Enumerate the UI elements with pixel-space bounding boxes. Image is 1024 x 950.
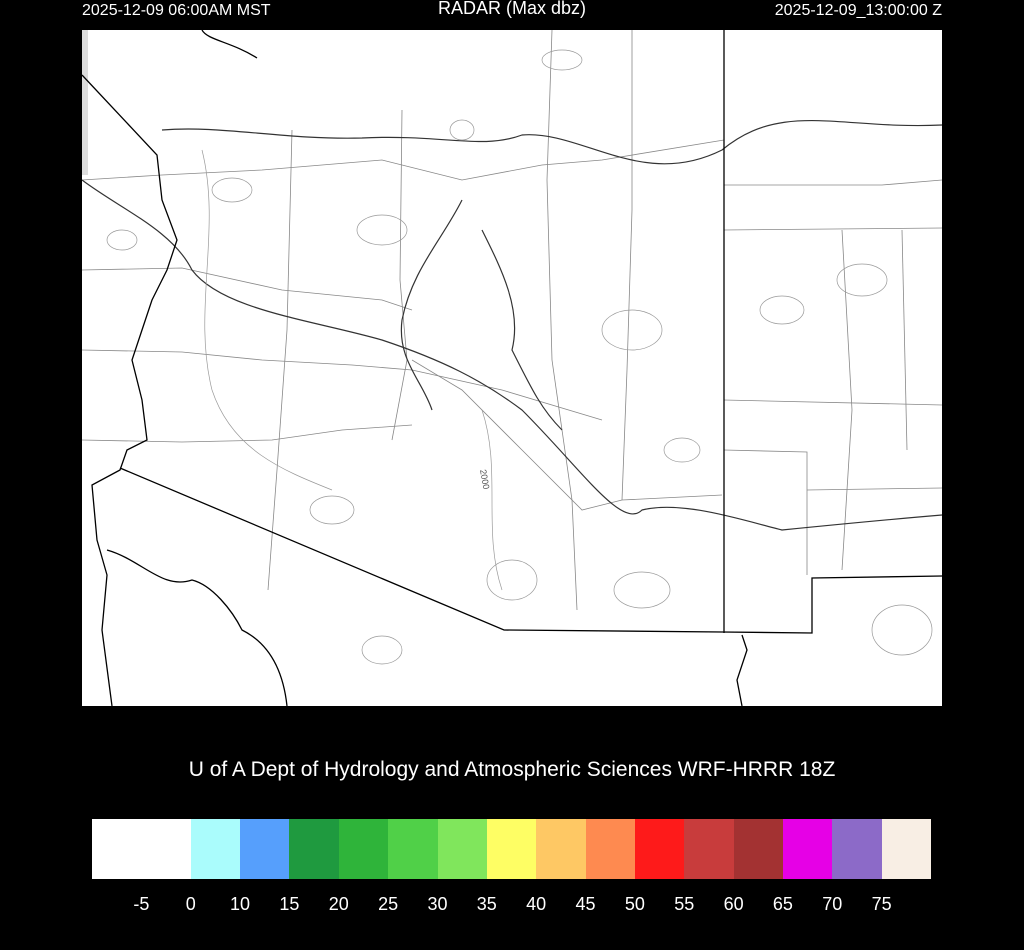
colorbar-label: 45 [575,894,596,914]
elevation-contours [106,49,933,665]
colorbar-swatch [536,819,586,879]
local-time: 2025-12-09 06:00AM MST [82,2,271,19]
colorbar-label: 10 [230,894,251,914]
colorbar-label: 35 [476,894,497,914]
colorbar-swatch [881,819,932,879]
colorbar-label: 55 [674,894,695,914]
contour-label: 2000 [478,469,491,490]
colorbar-swatch [240,819,290,879]
colorbar-swatch [437,819,487,879]
valid-time: 2025-12-09_13:00:00 Z [774,2,942,19]
colorbar-swatch [585,819,635,879]
chart-title: RADAR (Max dbz) [437,0,587,18]
colorbar-swatch [684,819,734,879]
rivers-roads [81,120,943,531]
colorbar-labels: -5 0 10 15 20 25 30 35 40 45 50 55 60 65 70 75 [0,894,1024,918]
credit-line: U of A Dept of Hydrology and Atmospheric… [188,758,836,781]
colorbar-swatch [486,819,537,879]
radar-map: 2000 [81,29,943,707]
colorbar-swatch [832,819,882,879]
colorbar-label: 0 [185,894,196,914]
colorbar-swatch [92,819,142,879]
colorbar-label: 15 [279,894,300,914]
colorbar [92,819,932,879]
colorbar-swatch [141,819,191,879]
colorbar-swatch [289,819,339,879]
colorbar-label: 20 [328,894,349,914]
colorbar-swatch [388,819,438,879]
county-lines [81,29,943,630]
map-edge-shade [82,30,88,175]
colorbar-label: 75 [871,894,892,914]
colorbar-swatch [783,819,833,879]
colorbar-label: 60 [723,894,744,914]
colorbar-label: 30 [427,894,448,914]
state-borders [81,29,943,707]
colorbar-swatch [733,819,784,879]
colorbar-swatch [634,819,685,879]
colorbar-label: 70 [822,894,843,914]
colorbar-label: 65 [772,894,793,914]
colorbar-label: -5 [133,894,150,914]
colorbar-label: 25 [378,894,399,914]
colorbar-label: 40 [526,894,547,914]
colorbar-label: 50 [624,894,645,914]
map-basemap: 2000 [81,29,943,707]
colorbar-swatch [338,819,389,879]
colorbar-swatch [190,819,241,879]
